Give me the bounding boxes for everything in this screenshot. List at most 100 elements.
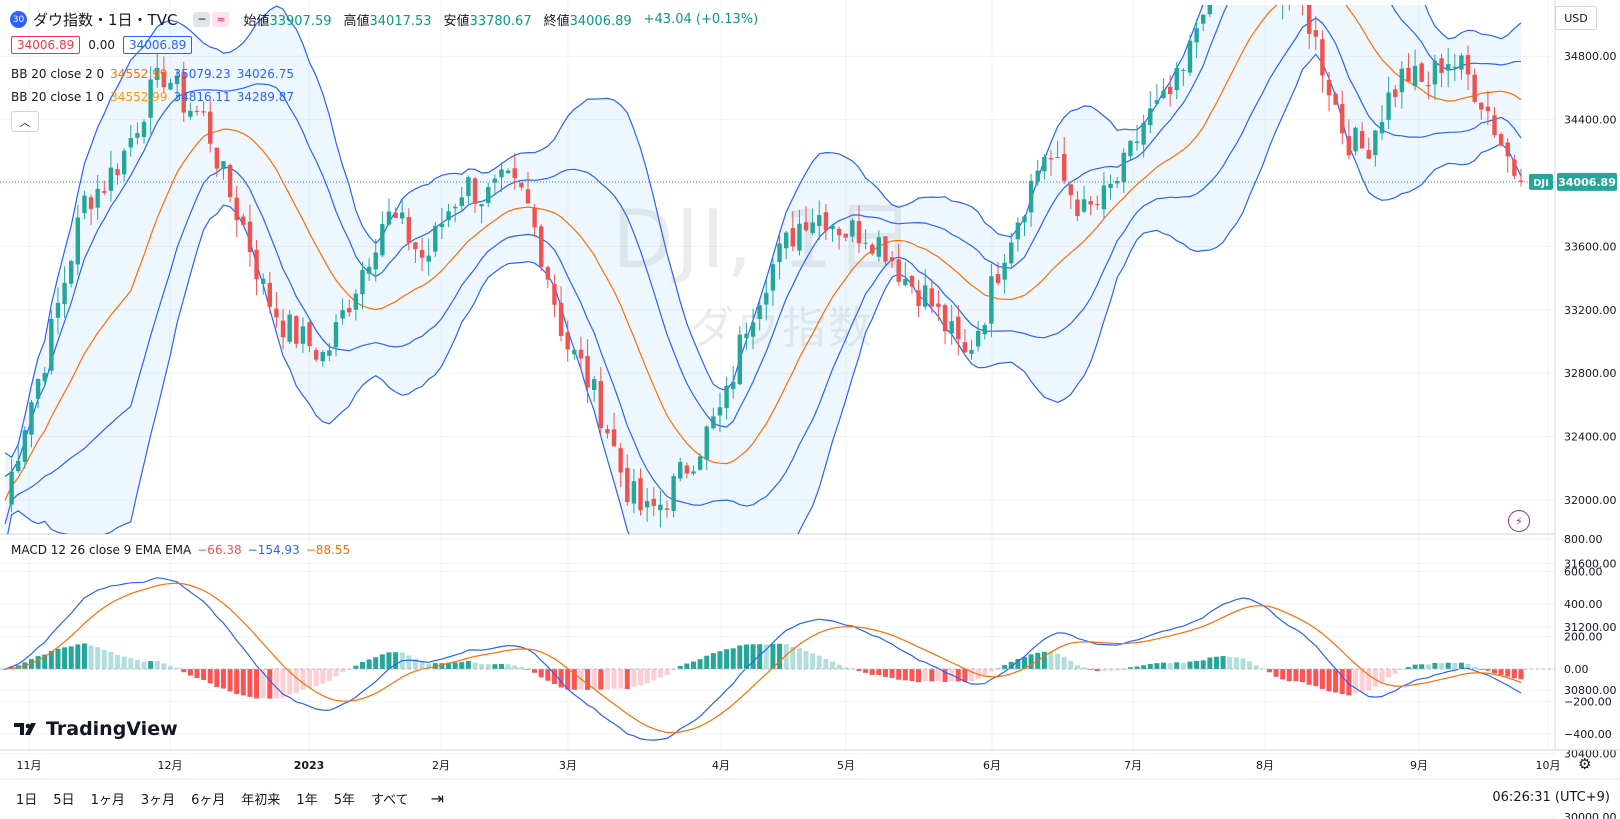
macd-histogram-bar xyxy=(1213,656,1219,669)
candle-body xyxy=(1445,64,1451,71)
candle-body xyxy=(585,355,590,388)
price-axis-label: 32800.00 xyxy=(1564,367,1617,380)
macd-histogram-bar xyxy=(1419,664,1425,669)
tf-1d[interactable]: 1日 xyxy=(16,793,38,808)
macd-histogram-bar xyxy=(730,648,736,669)
candle-body xyxy=(830,225,835,229)
macd-histogram-bar xyxy=(48,650,54,669)
candle-body xyxy=(360,269,365,295)
tf-5d[interactable]: 5日 xyxy=(53,793,75,808)
quote-row: 34006.89 0.00 34006.89 xyxy=(11,36,193,54)
macd-histogram-bar xyxy=(810,653,816,669)
candle-body xyxy=(625,467,630,503)
lightning-icon[interactable]: ⚡ xyxy=(1508,510,1530,532)
time-axis-label: 2023 xyxy=(294,759,325,772)
macd-histogram-bar xyxy=(134,660,140,669)
macd-line xyxy=(4,577,1522,741)
tf-6m[interactable]: 6ヶ月 xyxy=(191,793,226,808)
date-range-icon[interactable]: ⇥ xyxy=(430,789,444,808)
candle-body xyxy=(386,211,392,225)
tf-ytd[interactable]: 年初来 xyxy=(241,793,281,808)
candle-body xyxy=(366,266,372,274)
time-axis-label: 3月 xyxy=(559,759,577,772)
candle-body xyxy=(591,379,597,391)
ask-price[interactable]: 34006.89 xyxy=(122,36,193,54)
candle-body xyxy=(274,308,279,318)
candle-body xyxy=(1393,89,1398,97)
candle-body xyxy=(1465,55,1471,75)
candle-body xyxy=(1479,102,1484,110)
tf-all[interactable]: すべて xyxy=(370,793,409,808)
currency-select[interactable]: USD xyxy=(1555,6,1597,30)
candle-body xyxy=(578,349,584,359)
macd-histogram-bar xyxy=(618,669,624,689)
candle-body xyxy=(1426,84,1431,87)
candle-body xyxy=(618,448,623,473)
candle-body xyxy=(499,169,504,178)
macd-histogram-bar xyxy=(1127,667,1133,669)
macd-label: MACD 12 26 close 9 EMA EMA xyxy=(11,543,192,557)
tf-1y[interactable]: 1年 xyxy=(296,793,318,808)
macd-histogram-bar xyxy=(677,665,683,669)
wave-style-icon[interactable]: ≈ xyxy=(212,12,230,27)
candle-body xyxy=(115,169,120,176)
chart-title[interactable]: ダウ指数・1日・TVC xyxy=(33,11,178,29)
candle-body xyxy=(1095,204,1100,206)
macd-histogram-bar xyxy=(260,669,266,699)
candle-body xyxy=(836,228,842,236)
settings-gear-icon[interactable]: ⚙ xyxy=(1578,755,1592,773)
tf-3m[interactable]: 3ヶ月 xyxy=(140,793,176,808)
candle-body xyxy=(1134,141,1140,143)
chart-style-toggle[interactable]: ━ ≈ xyxy=(193,12,230,27)
candle-body xyxy=(1174,68,1179,91)
macd-histogram-bar xyxy=(406,655,412,669)
candle-body xyxy=(1472,74,1477,102)
macd-histogram-bar xyxy=(1167,663,1173,669)
collapse-legend-button[interactable]: ︿ xyxy=(11,111,39,132)
chevron-up-icon: ︿ xyxy=(19,115,31,129)
candle-body xyxy=(697,456,703,470)
line-style-icon[interactable]: ━ xyxy=(193,12,211,27)
macd-histogram-bar xyxy=(386,652,392,669)
macd-histogram-bar xyxy=(929,669,935,682)
clock[interactable]: 06:26:31 (UTC+9) xyxy=(1492,790,1610,805)
macd-histogram-bar xyxy=(545,669,551,681)
bid-price[interactable]: 34006.89 xyxy=(11,36,81,54)
macd-histogram-bar xyxy=(492,664,498,669)
tf-1m[interactable]: 1ヶ月 xyxy=(90,793,125,808)
candle-body xyxy=(691,471,696,474)
candle-body xyxy=(883,236,888,262)
macd-histogram-bar xyxy=(638,669,644,686)
macd-legend[interactable]: MACD 12 26 close 9 EMA EMA −66.38 −154.93−… xyxy=(11,543,356,557)
macd-histogram-bar xyxy=(446,662,452,669)
macd-histogram-bar xyxy=(684,663,690,669)
tf-5y[interactable]: 5年 xyxy=(333,793,355,808)
bb2-basis: 34552.99 xyxy=(110,67,168,81)
macd-histogram-bar xyxy=(1094,669,1100,671)
timeframe-bar: 1日 5日 1ヶ月 3ヶ月 6ヶ月 年初来 1年 5年 すべて ⇥ xyxy=(0,778,1620,819)
macd-histogram-bar xyxy=(1505,669,1511,677)
macd-histogram-bar xyxy=(1333,669,1339,693)
candle-body xyxy=(863,242,868,244)
tradingview-logo[interactable]: TradingView xyxy=(14,718,178,740)
macd-histogram-bar xyxy=(697,659,703,669)
macd-histogram-bar xyxy=(604,669,610,690)
candle-body xyxy=(903,279,908,286)
macd-histogram-bar xyxy=(962,669,968,682)
candle-body xyxy=(227,165,233,197)
candle-body xyxy=(1492,115,1497,136)
candle-body xyxy=(459,197,464,207)
macd-histogram-bar xyxy=(770,644,776,669)
bb2-legend[interactable]: BB 20 close 2 0 34552.99 35079.23 34026.75 xyxy=(11,67,300,81)
macd-histogram-bar xyxy=(1352,669,1358,694)
bb2-upper: 35079.23 xyxy=(173,67,231,81)
candle-body xyxy=(208,111,213,144)
bb1-legend[interactable]: BB 20 close 1 0 34552.99 34816.11 34289.87 xyxy=(11,90,300,104)
candle-body xyxy=(803,222,809,231)
candle-body xyxy=(717,407,723,416)
macd-histogram-bar xyxy=(1021,657,1027,669)
candle-body xyxy=(466,177,471,197)
macd-histogram-bar xyxy=(1101,669,1107,671)
candle-body xyxy=(936,303,941,307)
